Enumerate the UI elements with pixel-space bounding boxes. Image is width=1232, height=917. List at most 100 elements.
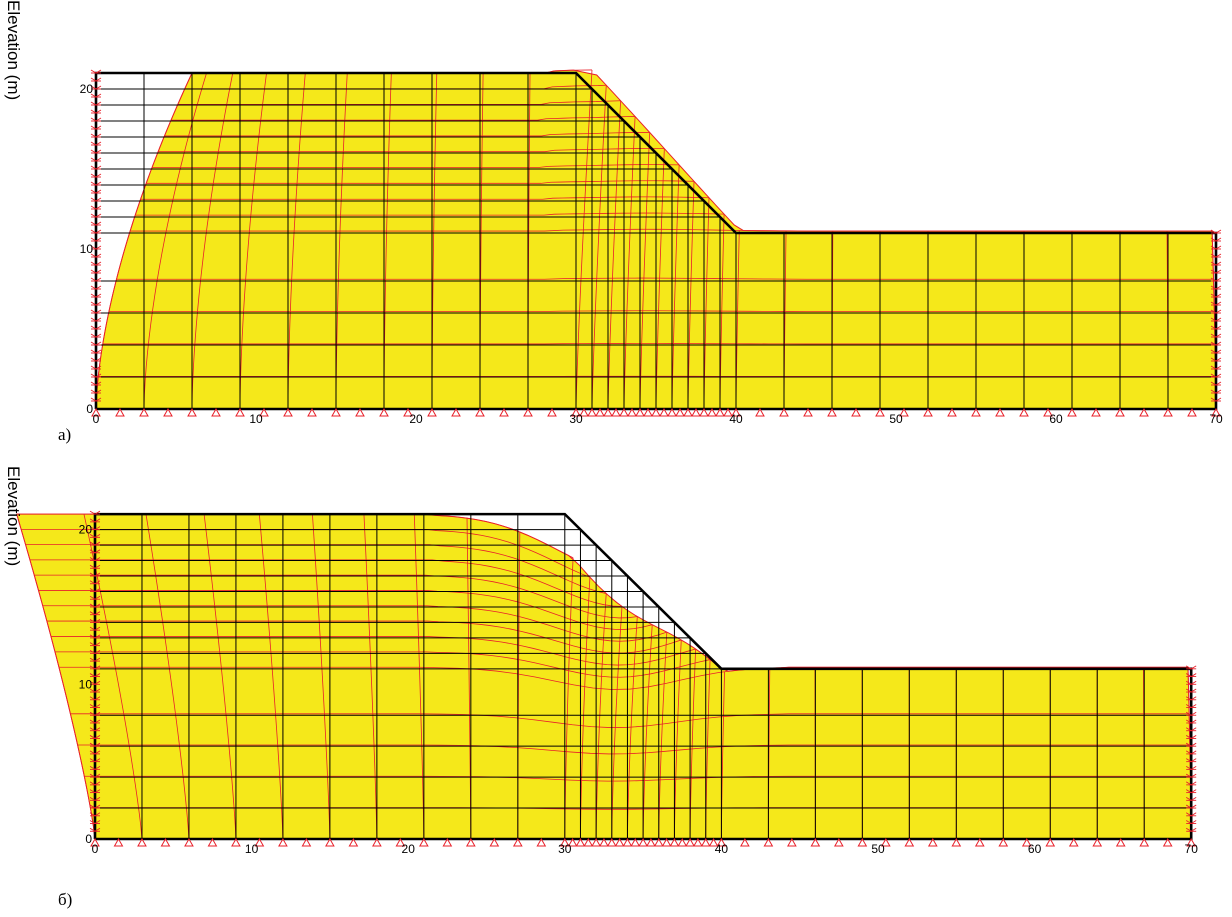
support-triangle [559, 837, 570, 847]
support-triangle [499, 407, 509, 417]
support-triangle [372, 837, 382, 847]
deformed-column-line [258, 514, 284, 840]
supports-b [89, 510, 1197, 847]
support-triangle [995, 407, 1005, 417]
support-triangle [90, 837, 100, 847]
support-triangle [619, 407, 629, 417]
deformed-row-line [50, 636, 696, 666]
support-triangle [442, 837, 453, 847]
deformed-row-line [34, 574, 638, 619]
support-triangle [259, 407, 269, 417]
tick-labels-a: 0 10 20 30 40 50 60 70 0 10 20 [80, 82, 1223, 426]
x-tick-label: 10 [245, 842, 259, 856]
deformed-row-line [152, 164, 680, 168]
deformed-column-line [16, 514, 96, 840]
support-triangle [677, 837, 688, 847]
support-triangle [787, 837, 797, 847]
support-triangle [614, 837, 625, 847]
support-triangle [974, 837, 985, 847]
deformed-mesh-b [16, 513, 1192, 840]
support-triangle [536, 837, 547, 847]
support-triangle [651, 407, 661, 417]
deformed-column-line [145, 514, 190, 840]
panel-b: 0 10 20 30 40 50 60 70 0 10 20 Elevation (m) б) [4, 466, 1198, 909]
y-tick-label: 10 [80, 242, 94, 256]
support-triangle [675, 407, 685, 417]
support-triangle [1162, 837, 1173, 847]
support-triangle [113, 837, 124, 847]
support-triangle [971, 407, 981, 417]
support-triangle [325, 837, 335, 847]
deformed-column-line [607, 100, 622, 410]
support-triangle [899, 407, 909, 417]
support-triangle [880, 837, 891, 847]
x-tick-label: 60 [1028, 842, 1042, 856]
panel-label-b: б) [58, 890, 72, 909]
support-triangle [547, 407, 557, 417]
x-tick-label: 0 [93, 412, 100, 426]
deformed-column-line [95, 72, 193, 410]
support-triangle [708, 837, 719, 847]
support-triangle [137, 837, 147, 847]
support-triangle [1163, 407, 1173, 417]
support-triangle [567, 837, 578, 847]
x-tick-label: 20 [402, 842, 416, 856]
support-triangle [1139, 407, 1149, 417]
support-triangle [465, 837, 476, 847]
deformed-row-line [108, 310, 1215, 312]
deformed-column-line [580, 577, 591, 840]
deformed-row-line [164, 132, 650, 137]
tick-labels-b: 0 10 20 30 40 50 60 70 0 10 20 [79, 523, 1199, 856]
deformed-row-line [135, 212, 725, 216]
support-triangle [683, 407, 693, 417]
support-triangle [630, 837, 641, 847]
support-triangle [875, 407, 885, 417]
deformed-column-line [466, 518, 472, 840]
support-triangle [947, 407, 957, 417]
original-mesh-a [94, 71, 1218, 411]
support-triangle [661, 837, 672, 847]
deformed-column-line [639, 132, 651, 410]
deformed-row-line [158, 148, 665, 153]
deformed-row-line [77, 744, 1190, 755]
support-triangle [278, 837, 288, 847]
x-tick-label: 40 [729, 412, 743, 426]
support-triangle [646, 837, 656, 847]
support-triangle [163, 407, 173, 417]
y-tick-label: 20 [79, 523, 93, 537]
x-tick-label: 20 [409, 412, 423, 426]
support-triangle [587, 407, 597, 417]
support-triangle [160, 837, 171, 847]
deformed-row-line [171, 116, 636, 121]
x-tick-label: 60 [1049, 412, 1063, 426]
support-triangle [606, 837, 617, 847]
deformed-column-line [143, 72, 207, 410]
x-tick-label: 40 [715, 842, 729, 856]
deformed-row-line [177, 100, 621, 105]
support-triangle [693, 837, 703, 847]
deformed-column-line [191, 72, 234, 410]
support-triangle [348, 837, 359, 847]
support-triangle [715, 407, 725, 417]
support-triangle [1019, 407, 1029, 417]
supports-a [90, 69, 1222, 417]
support-triangle [659, 407, 669, 417]
support-triangle [379, 407, 389, 417]
deformed-row-line [130, 228, 1213, 232]
y-tick-label: 0 [85, 832, 92, 846]
deformed-row-line [54, 651, 711, 678]
support-triangle [591, 837, 601, 847]
support-triangle [951, 837, 962, 847]
deformed-column-line [689, 648, 697, 840]
support-triangle [139, 407, 149, 417]
deformed-row-line [84, 775, 1191, 782]
support-triangle [254, 837, 265, 847]
x-tick-label: 50 [889, 412, 903, 426]
support-triangle [1092, 837, 1103, 847]
deformed-column-line [627, 616, 638, 840]
support-triangle [231, 837, 241, 847]
support-triangle [653, 837, 664, 847]
support-triangle [579, 407, 589, 417]
support-triangle [451, 407, 461, 417]
deformed-column-line [312, 514, 331, 840]
